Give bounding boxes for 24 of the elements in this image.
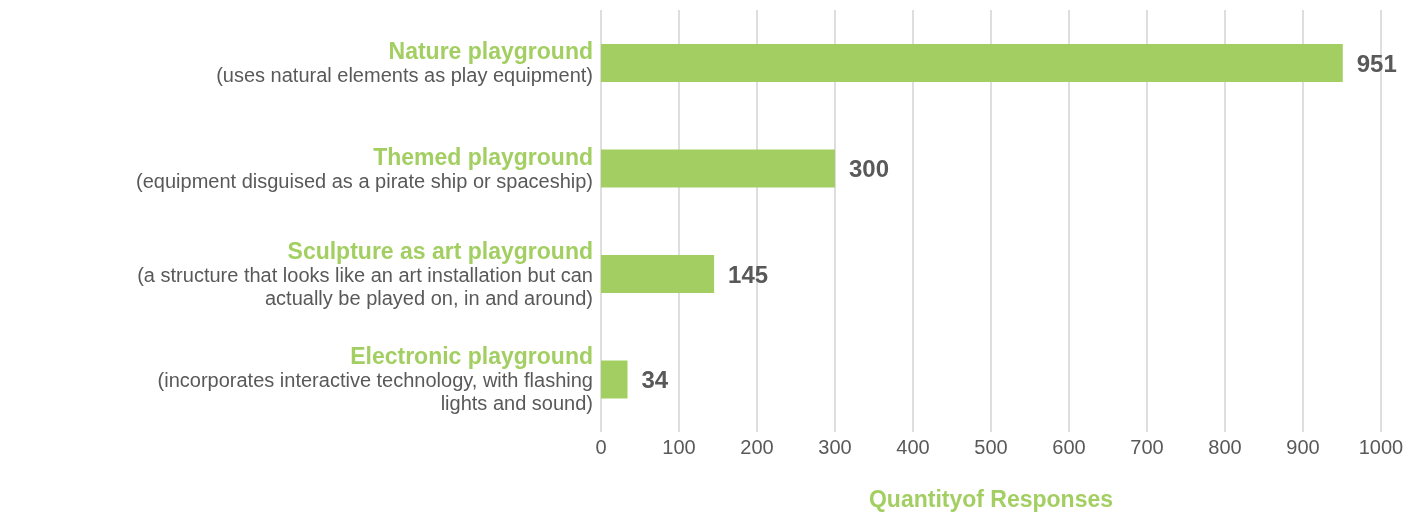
bar xyxy=(601,44,1343,82)
x-tick-label: 700 xyxy=(1130,436,1164,459)
x-tick-label: 300 xyxy=(818,436,852,459)
x-tick-label: 1000 xyxy=(1358,436,1404,459)
x-tick-label: 500 xyxy=(974,436,1008,459)
y-tick-label: Themed playground (equipment disguised as a pirate ship or spaceship) xyxy=(136,143,593,192)
x-tick-label: 900 xyxy=(1286,436,1320,459)
x-tick-label: 600 xyxy=(1052,436,1086,459)
y-tick-label: Electronic playground (incorporates interactive technology, with flashing lights and sound) xyxy=(157,343,593,415)
x-tick-label: 100 xyxy=(662,436,696,459)
bar xyxy=(601,360,628,399)
data-label: 951 xyxy=(1356,49,1397,77)
bar xyxy=(601,149,835,188)
x-tick-label: 400 xyxy=(896,436,930,459)
y-tick-label: Nature playground (uses natural elements as play equipment) xyxy=(216,38,593,87)
data-label: 34 xyxy=(641,366,669,394)
x-axis-title: Quantityof Responses xyxy=(868,486,1114,512)
x-tick-label: 200 xyxy=(740,436,774,459)
data-label: 300 xyxy=(849,155,890,183)
data-label: 145 xyxy=(728,260,769,288)
bar xyxy=(601,255,715,293)
y-tick-label: Sculpture as art playground (a structure that looks like an art installation but can actually be played on, in and around) xyxy=(137,237,593,309)
x-tick-label: 800 xyxy=(1208,436,1242,459)
x-tick-label: 0 xyxy=(595,436,607,459)
